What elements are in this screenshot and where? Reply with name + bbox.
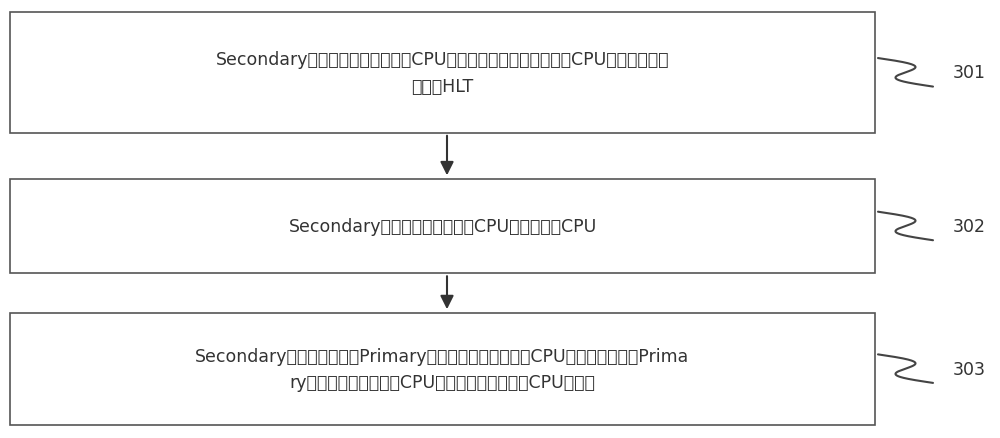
Text: 301: 301 xyxy=(953,64,986,82)
Text: 302: 302 xyxy=(953,217,986,236)
Bar xyxy=(10,313,875,425)
Bar xyxy=(10,180,875,274)
Text: Secondary操作系统实例将目标CPU标识为空闲CPU: Secondary操作系统实例将目标CPU标识为空闲CPU xyxy=(288,218,597,236)
Bar xyxy=(10,13,875,134)
Text: 303: 303 xyxy=(953,360,986,378)
Text: Secondary操作系统实例向Primary操作系统实例发送目标CPU的标识，以使得Prima
ry操作系统实例将目标CPU存储到多处理系统的CPU资源池: Secondary操作系统实例向Primary操作系统实例发送目标CPU的标识，… xyxy=(195,347,690,391)
Text: Secondary操作系统实例清空目标CPU上的工作队列，以使得目标CPU执行处理器暂
停指令HLT: Secondary操作系统实例清空目标CPU上的工作队列，以使得目标CPU执行处… xyxy=(216,51,669,95)
